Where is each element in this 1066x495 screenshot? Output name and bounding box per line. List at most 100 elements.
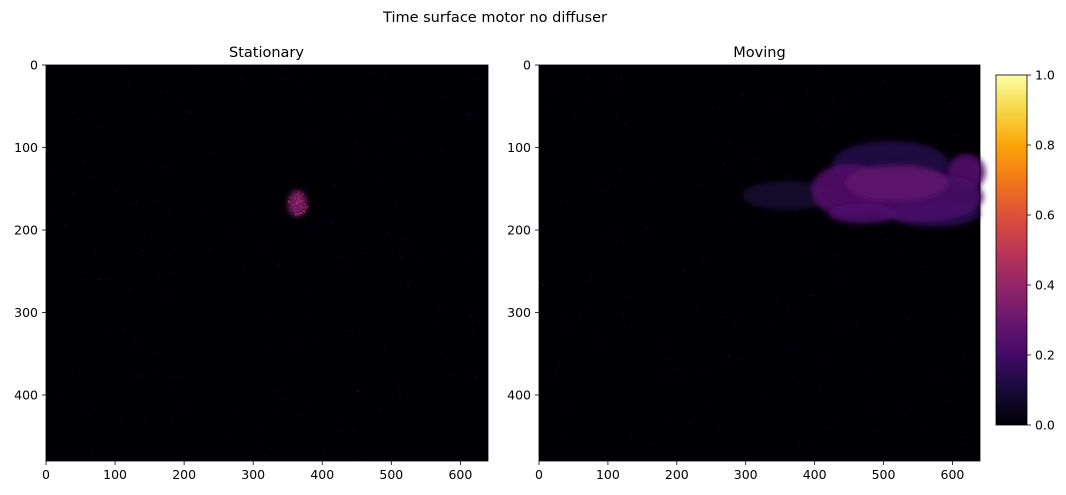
stationary-noise-speck [232, 233, 234, 235]
stationary-noise-speck [166, 293, 168, 295]
stationary-noise-speck [172, 271, 174, 273]
moving-noise-speck [855, 322, 857, 324]
moving-noise-speck [558, 364, 560, 367]
stationary-xtick-label: 600 [448, 467, 472, 482]
moving-noise-speck [773, 112, 775, 115]
stationary-noise-speck [170, 377, 172, 379]
moving-noise-speck [775, 301, 778, 303]
stationary-noise-speck [474, 249, 476, 251]
stationary-noise-speck [90, 451, 93, 453]
stationary-noise-speck [332, 168, 334, 170]
stationary-blob-speck [299, 200, 301, 202]
moving-noise-speck [719, 139, 721, 141]
moving-noise-speck [619, 94, 621, 96]
stationary-noise-speck [122, 328, 124, 330]
moving-noise-speck [701, 184, 703, 186]
stationary-xtick-label: 0 [42, 467, 50, 482]
stationary-noise-speck [172, 175, 174, 177]
stationary-noise-speck [468, 113, 470, 115]
stationary-blob-speck [297, 201, 299, 203]
stationary-noise-speck [165, 166, 167, 168]
stationary-blob-speck [306, 205, 309, 207]
moving-xtick-label: 600 [941, 467, 965, 482]
stationary-noise-speck [77, 118, 79, 120]
stationary-noise-speck [157, 273, 159, 275]
colorbar: 0.0 0.2 0.4 0.6 0.8 1.0 [995, 68, 1055, 433]
moving-noise-speck [884, 238, 887, 240]
stationary-blob-speck [299, 212, 301, 215]
stationary-noise-speck [95, 250, 97, 252]
stationary-noise-speck [297, 338, 299, 340]
stationary-blob-speck [295, 214, 297, 216]
moving-noise-speck [953, 134, 956, 137]
stationary-noise-speck [144, 423, 146, 425]
stationary-noise-speck [98, 125, 100, 127]
stationary-noise-speck [399, 253, 401, 256]
stationary-noise-speck [84, 160, 86, 162]
stationary-noise-speck [399, 393, 401, 395]
moving-noise-speck [564, 437, 566, 439]
stationary-noise-speck [357, 390, 359, 392]
moving-noise-speck [601, 190, 603, 192]
stationary-noise-speck [225, 234, 228, 236]
stationary-noise-speck [446, 358, 448, 360]
moving-noise-speck [724, 316, 727, 318]
stationary-blob-speck [301, 212, 303, 214]
moving-noise-speck [572, 412, 574, 414]
stationary-noise-speck [346, 116, 348, 118]
stationary-noise-speck [344, 227, 346, 229]
stationary-blob-speck [290, 201, 292, 203]
moving-noise-speck [949, 376, 951, 378]
moving-noise-speck [731, 221, 733, 223]
stationary-noise-speck [265, 346, 268, 348]
stationary-noise-speck [475, 377, 477, 379]
stationary-noise-speck [167, 91, 169, 93]
stationary-noise-speck [256, 253, 258, 255]
stationary-noise-speck [379, 407, 381, 410]
stationary-ytick-label: 0 [30, 58, 38, 73]
stationary-noise-speck [418, 154, 420, 156]
moving-noise-speck [799, 382, 801, 384]
moving-ytick-label: 400 [507, 388, 531, 403]
stationary-noise-speck [281, 77, 283, 79]
stationary-noise-speck [306, 403, 308, 405]
stationary-blob-speck [288, 201, 290, 203]
moving-noise-speck [811, 253, 813, 255]
stationary-blob-speck [302, 193, 304, 195]
moving-noise-speck [744, 204, 746, 206]
stationary-noise-speck [382, 153, 384, 155]
moving-image [539, 65, 980, 461]
stationary-blob-speck [304, 206, 306, 208]
stationary-noise-speck [469, 256, 471, 258]
stationary-noise-speck [157, 353, 159, 355]
stationary-noise-speck [78, 372, 80, 374]
stationary-noise-speck [395, 205, 397, 207]
stationary-noise-speck [87, 414, 90, 416]
stationary-noise-speck [128, 81, 130, 83]
colorbar-tick-label: 0.2 [1035, 348, 1055, 363]
moving-noise-speck [907, 319, 910, 321]
moving-noise-speck [615, 113, 617, 115]
moving-noise-speck [882, 79, 884, 81]
moving-noise-speck [935, 265, 937, 267]
stationary-noise-speck [182, 404, 184, 406]
moving-noise-speck [652, 178, 654, 180]
stationary-noise-speck [178, 101, 180, 103]
moving-noise-speck [951, 103, 953, 105]
moving-noise-speck [555, 371, 557, 373]
moving-noise-speck [574, 112, 576, 114]
stationary-noise-speck [444, 247, 446, 250]
moving-noise-speck [753, 150, 755, 152]
moving-ytick-label: 0 [523, 58, 531, 73]
stationary-noise-speck [265, 455, 267, 457]
moving-noise-speck [542, 284, 544, 286]
stationary-noise-speck [384, 344, 386, 347]
moving-noise-speck [822, 362, 824, 364]
stationary-noise-speck [278, 263, 280, 265]
stationary-noise-speck [111, 384, 113, 387]
stationary-noise-speck [315, 340, 318, 342]
moving-noise-speck [865, 373, 867, 375]
stationary-noise-speck [88, 116, 90, 118]
stationary-noise-speck [475, 77, 477, 79]
moving-noise-speck [903, 414, 905, 416]
